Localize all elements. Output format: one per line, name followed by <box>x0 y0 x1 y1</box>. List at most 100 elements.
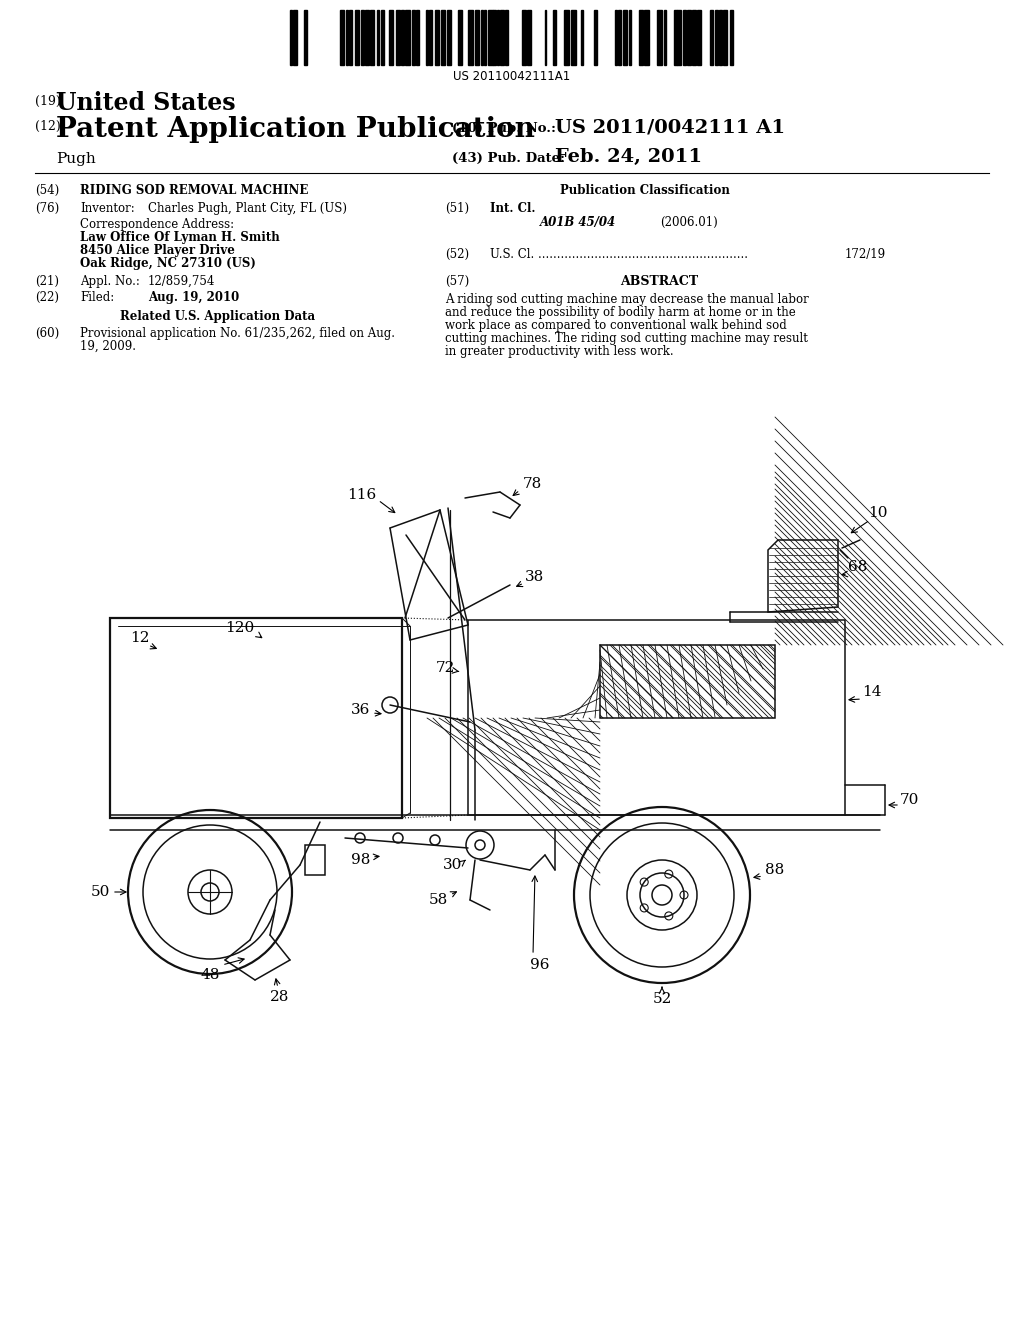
Text: (57): (57) <box>445 275 469 288</box>
Text: Inventor:: Inventor: <box>80 202 135 215</box>
Bar <box>494 11 496 65</box>
Bar <box>522 11 526 65</box>
Text: (76): (76) <box>35 202 59 215</box>
Text: 19, 2009.: 19, 2009. <box>80 341 136 352</box>
Text: 120: 120 <box>225 620 255 635</box>
Text: Pugh: Pugh <box>56 152 96 166</box>
Bar <box>349 11 352 65</box>
Text: 58: 58 <box>429 894 449 907</box>
Bar <box>446 11 452 65</box>
Bar <box>715 11 718 65</box>
Bar <box>458 11 463 65</box>
Bar <box>696 11 701 65</box>
Bar <box>687 11 691 65</box>
Text: 172/19: 172/19 <box>845 248 886 261</box>
Bar <box>571 11 577 65</box>
Text: 78: 78 <box>523 477 543 491</box>
Text: 8450 Alice Player Drive: 8450 Alice Player Drive <box>80 244 234 257</box>
Bar <box>664 11 667 65</box>
Text: Appl. No.:: Appl. No.: <box>80 275 140 288</box>
Bar <box>377 11 379 65</box>
Text: Correspondence Address:: Correspondence Address: <box>80 218 234 231</box>
Bar <box>674 11 677 65</box>
Text: RIDING SOD REMOVAL MACHINE: RIDING SOD REMOVAL MACHINE <box>80 183 308 197</box>
Bar <box>629 11 631 65</box>
Bar <box>545 11 546 65</box>
Text: Related U.S. Application Data: Related U.S. Application Data <box>120 310 315 323</box>
Bar <box>381 11 384 65</box>
Text: 14: 14 <box>862 685 882 700</box>
Bar <box>623 11 627 65</box>
Text: 98: 98 <box>350 853 370 867</box>
Bar <box>657 11 662 65</box>
Bar <box>475 11 479 65</box>
Bar <box>304 11 307 65</box>
Text: 48: 48 <box>201 968 220 982</box>
Bar <box>345 11 348 65</box>
Bar <box>500 11 504 65</box>
Text: Feb. 24, 2011: Feb. 24, 2011 <box>555 148 702 166</box>
Text: (10) Pub. No.:: (10) Pub. No.: <box>452 121 556 135</box>
Text: (54): (54) <box>35 183 59 197</box>
Bar <box>692 11 695 65</box>
Bar <box>395 11 400 65</box>
Text: Oak Ridge, NC 27310 (US): Oak Ridge, NC 27310 (US) <box>80 257 256 271</box>
Text: 68: 68 <box>848 560 867 574</box>
Text: U.S. Cl. ........................................................: U.S. Cl. ...............................… <box>490 248 748 261</box>
Bar <box>497 11 499 65</box>
Bar <box>404 11 410 65</box>
Bar <box>594 11 597 65</box>
Text: A01B 45/04: A01B 45/04 <box>540 216 616 228</box>
Text: (22): (22) <box>35 290 59 304</box>
Bar <box>340 11 344 65</box>
Text: (43) Pub. Date:: (43) Pub. Date: <box>452 152 565 165</box>
Text: United States: United States <box>56 91 236 115</box>
Text: and reduce the possibility of bodily harm at home or in the: and reduce the possibility of bodily har… <box>445 306 796 319</box>
Text: Patent Application Publication: Patent Application Publication <box>56 116 535 143</box>
Text: A riding sod cutting machine may decrease the manual labor: A riding sod cutting machine may decreas… <box>445 293 809 306</box>
Bar <box>484 11 486 65</box>
Text: Provisional application No. 61/235,262, filed on Aug.: Provisional application No. 61/235,262, … <box>80 327 395 341</box>
Text: (21): (21) <box>35 275 59 288</box>
Bar <box>564 11 569 65</box>
Text: US 2011/0042111 A1: US 2011/0042111 A1 <box>555 117 785 136</box>
Text: (60): (60) <box>35 327 59 341</box>
Bar <box>468 11 473 65</box>
Bar <box>711 11 713 65</box>
Bar <box>683 11 686 65</box>
Bar <box>719 11 722 65</box>
Bar <box>527 11 531 65</box>
Text: 12/859,754: 12/859,754 <box>148 275 215 288</box>
Bar <box>644 11 649 65</box>
Text: in greater productivity with less work.: in greater productivity with less work. <box>445 345 674 358</box>
Text: (2006.01): (2006.01) <box>660 216 718 228</box>
Bar <box>426 11 428 65</box>
Text: Publication Classification: Publication Classification <box>560 183 730 197</box>
Bar <box>553 11 556 65</box>
Bar <box>361 11 364 65</box>
Text: ABSTRACT: ABSTRACT <box>620 275 698 288</box>
Text: (52): (52) <box>445 248 469 261</box>
Bar <box>293 11 297 65</box>
Text: 36: 36 <box>350 704 370 717</box>
Text: (19): (19) <box>35 95 60 108</box>
Bar <box>582 11 584 65</box>
Text: 10: 10 <box>868 506 888 520</box>
Bar <box>365 11 369 65</box>
Bar <box>416 11 419 65</box>
Text: Aug. 19, 2010: Aug. 19, 2010 <box>148 290 240 304</box>
Text: 12: 12 <box>130 631 150 645</box>
Bar <box>729 11 733 65</box>
Text: Filed:: Filed: <box>80 290 115 304</box>
Bar <box>614 11 616 65</box>
Bar <box>389 11 393 65</box>
Bar <box>371 11 375 65</box>
Text: 96: 96 <box>530 958 550 972</box>
Text: work place as compared to conventional walk behind sod: work place as compared to conventional w… <box>445 319 786 333</box>
Bar <box>290 11 292 65</box>
Text: 72: 72 <box>435 661 455 675</box>
Text: 28: 28 <box>270 990 290 1005</box>
Text: 52: 52 <box>652 993 672 1006</box>
Bar <box>413 11 416 65</box>
Bar <box>440 11 444 65</box>
